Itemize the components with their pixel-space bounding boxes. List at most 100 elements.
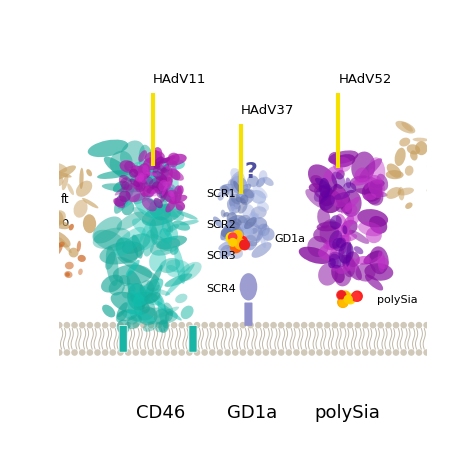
Ellipse shape (122, 233, 151, 254)
Ellipse shape (427, 158, 438, 170)
Circle shape (362, 322, 369, 328)
Circle shape (352, 291, 362, 301)
Ellipse shape (229, 190, 235, 211)
Ellipse shape (53, 220, 70, 229)
Ellipse shape (129, 169, 140, 178)
Ellipse shape (119, 191, 131, 202)
Circle shape (94, 322, 101, 328)
Ellipse shape (229, 206, 236, 216)
Ellipse shape (162, 219, 178, 240)
Circle shape (64, 349, 70, 356)
Ellipse shape (100, 241, 145, 264)
Ellipse shape (252, 213, 259, 220)
Circle shape (224, 322, 231, 328)
Circle shape (355, 349, 361, 356)
Ellipse shape (159, 258, 180, 273)
Ellipse shape (135, 173, 143, 183)
Ellipse shape (231, 228, 241, 238)
Ellipse shape (313, 225, 339, 243)
Ellipse shape (166, 224, 179, 232)
Ellipse shape (240, 273, 257, 301)
Ellipse shape (257, 224, 270, 236)
Ellipse shape (364, 250, 383, 264)
Ellipse shape (138, 145, 155, 178)
Circle shape (309, 349, 315, 356)
Ellipse shape (143, 321, 158, 332)
Ellipse shape (318, 263, 338, 286)
Ellipse shape (234, 185, 250, 198)
Circle shape (331, 322, 338, 328)
Ellipse shape (314, 184, 330, 202)
Ellipse shape (134, 176, 165, 191)
Ellipse shape (243, 189, 254, 198)
Circle shape (117, 349, 124, 356)
Circle shape (408, 322, 415, 328)
Ellipse shape (130, 292, 158, 305)
Circle shape (316, 349, 323, 356)
Ellipse shape (143, 185, 155, 197)
Ellipse shape (50, 210, 66, 225)
FancyBboxPatch shape (189, 326, 197, 352)
Circle shape (285, 322, 292, 328)
Ellipse shape (355, 188, 388, 197)
Ellipse shape (147, 167, 160, 178)
Ellipse shape (250, 190, 266, 204)
Ellipse shape (135, 175, 144, 182)
Ellipse shape (154, 163, 165, 171)
Ellipse shape (329, 254, 342, 269)
Ellipse shape (154, 156, 164, 169)
Ellipse shape (160, 190, 178, 201)
Ellipse shape (378, 257, 389, 269)
Ellipse shape (161, 164, 169, 173)
Ellipse shape (362, 182, 383, 202)
Circle shape (309, 322, 315, 328)
Ellipse shape (319, 219, 339, 244)
Text: SCR4: SCR4 (206, 283, 236, 293)
Text: ft: ft (61, 193, 70, 206)
Ellipse shape (134, 187, 157, 204)
Ellipse shape (121, 310, 155, 323)
Ellipse shape (165, 182, 175, 193)
Ellipse shape (359, 158, 382, 180)
Ellipse shape (119, 275, 130, 286)
Ellipse shape (101, 274, 123, 292)
Circle shape (240, 240, 249, 250)
Ellipse shape (366, 227, 382, 243)
Ellipse shape (159, 157, 169, 177)
Ellipse shape (397, 188, 414, 195)
Ellipse shape (236, 189, 246, 202)
Ellipse shape (221, 210, 226, 218)
Ellipse shape (155, 321, 168, 332)
Ellipse shape (153, 147, 162, 159)
Ellipse shape (127, 314, 142, 329)
Circle shape (227, 232, 237, 242)
Ellipse shape (110, 292, 150, 315)
Circle shape (285, 349, 292, 356)
Ellipse shape (242, 204, 255, 221)
Ellipse shape (334, 232, 345, 244)
Ellipse shape (368, 175, 385, 198)
Ellipse shape (175, 294, 187, 303)
Circle shape (102, 349, 109, 356)
Ellipse shape (134, 165, 144, 178)
Ellipse shape (223, 224, 233, 239)
Ellipse shape (121, 283, 136, 299)
Ellipse shape (237, 184, 251, 195)
Circle shape (132, 322, 139, 328)
Ellipse shape (356, 262, 375, 282)
Ellipse shape (170, 168, 181, 180)
Ellipse shape (323, 235, 351, 250)
Ellipse shape (226, 215, 248, 233)
Ellipse shape (309, 183, 322, 192)
Ellipse shape (82, 198, 99, 209)
Ellipse shape (369, 216, 387, 234)
Ellipse shape (133, 193, 160, 218)
Ellipse shape (118, 256, 159, 280)
Ellipse shape (317, 221, 341, 231)
Ellipse shape (345, 203, 357, 214)
Ellipse shape (428, 160, 437, 164)
Ellipse shape (169, 195, 187, 204)
Circle shape (385, 349, 392, 356)
Ellipse shape (263, 177, 273, 186)
Ellipse shape (243, 241, 254, 250)
